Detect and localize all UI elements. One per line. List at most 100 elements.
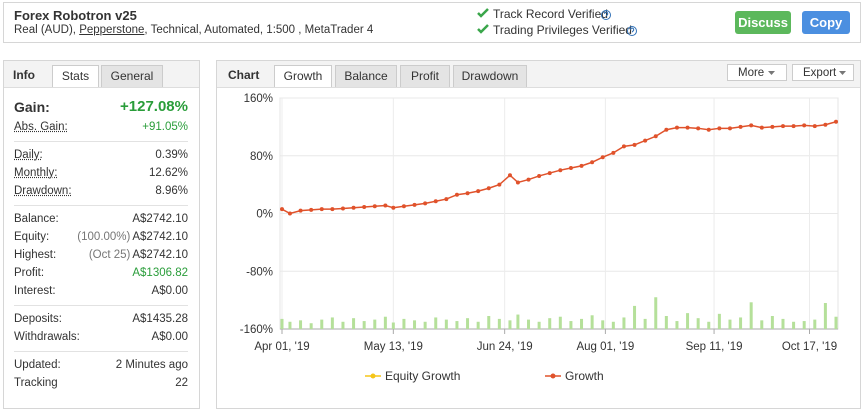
bar — [402, 318, 406, 329]
more-menu[interactable]: More — [727, 64, 787, 81]
bar — [320, 319, 324, 329]
point — [433, 199, 438, 204]
tab[interactable]: Drawdown — [453, 65, 527, 87]
point — [749, 123, 754, 128]
point — [507, 173, 512, 178]
bar — [444, 319, 448, 329]
subtitle-part: Real (AUD), — [14, 24, 80, 36]
stat-label: Abs. Gain: — [14, 121, 68, 133]
bar — [558, 316, 562, 329]
bar — [516, 314, 520, 329]
bar — [466, 318, 470, 329]
stat-row: Gain: +127.08% — [14, 96, 188, 118]
point — [558, 168, 563, 173]
help-icon[interactable] — [626, 25, 638, 37]
point — [401, 204, 406, 209]
bar — [696, 318, 700, 329]
bar — [476, 321, 480, 329]
bar — [341, 321, 345, 329]
point — [515, 180, 520, 185]
bar — [664, 316, 668, 329]
stat-row: Monthly: 12.62% — [14, 164, 188, 182]
bar — [802, 321, 806, 329]
bar — [569, 321, 573, 329]
y-tick-label: -160% — [240, 324, 273, 336]
y-tick-label: 0% — [256, 209, 273, 221]
point — [643, 138, 648, 143]
stat-value: A$2742.10 — [132, 249, 188, 261]
point — [590, 160, 595, 165]
y-tick-label: 160% — [244, 93, 273, 105]
point — [685, 125, 690, 130]
point — [340, 206, 345, 211]
stat-label: Drawdown: — [14, 185, 72, 197]
stat-note: (100.00%) — [77, 231, 131, 243]
point — [423, 201, 428, 206]
discuss-button[interactable]: Discuss — [735, 11, 791, 34]
help-icon[interactable] — [600, 9, 612, 21]
tab[interactable]: General — [101, 65, 163, 87]
stat-group: Balance: A$2742.10 Equity: (100.00%) A$2742.… — [14, 206, 188, 306]
stat-row: Deposits: A$1435.28 — [14, 310, 188, 328]
bar — [601, 320, 605, 329]
verified: Track Record Verified — [493, 7, 608, 21]
point — [738, 124, 743, 129]
tab[interactable]: Stats — [52, 65, 99, 87]
x-tick-label: Oct 17, '19 — [782, 341, 837, 353]
bar — [508, 320, 512, 329]
title: Forex Robotron v25 — [14, 8, 137, 23]
point — [812, 124, 817, 129]
x-tick-label: Apr 01, '19 — [254, 341, 309, 353]
stat-label: Daily: — [14, 149, 43, 161]
bar — [633, 305, 637, 329]
bar — [749, 302, 753, 329]
tab[interactable]: Profit — [400, 65, 450, 87]
x-tick-label: May 13, '19 — [364, 341, 423, 353]
stat-label: Tracking — [14, 377, 58, 389]
stat-note: (Oct 25) — [88, 249, 131, 261]
y-tick-label: -80% — [246, 266, 273, 278]
point — [780, 124, 785, 129]
x-tick-label: Aug 01, '19 — [576, 341, 634, 353]
point — [834, 119, 838, 124]
bar — [823, 303, 827, 329]
bar — [434, 317, 438, 329]
bar — [413, 320, 417, 329]
point — [372, 204, 377, 209]
bar — [717, 313, 721, 329]
stat-value: A$2742.10 — [132, 213, 188, 225]
broker-link[interactable]: Pepperstone — [79, 24, 145, 36]
stat-label: Balance: — [14, 213, 59, 225]
point — [632, 142, 637, 147]
point — [579, 163, 584, 168]
bar — [654, 297, 658, 329]
bar — [288, 321, 292, 329]
stat-group: Deposits: A$1435.28 Withdrawals: A$0.00 — [14, 306, 188, 352]
stat-value: 12.62% — [148, 167, 188, 179]
export-menu[interactable]: Export — [792, 64, 854, 81]
subtitle: Real (AUD), Pepperstone, Technical, Auto… — [14, 24, 373, 36]
stat-value: 8.96% — [155, 185, 188, 197]
point — [330, 207, 335, 212]
copy-button[interactable]: Copy — [802, 11, 850, 34]
tab[interactable]: Balance — [335, 65, 397, 87]
stat-value: A$1306.82 — [132, 267, 188, 279]
bar — [792, 321, 796, 329]
bar — [643, 318, 647, 329]
stat-row: Profit: A$1306.82 — [14, 264, 188, 282]
legend-swatch — [550, 373, 556, 379]
point — [412, 202, 417, 207]
bar — [781, 318, 785, 329]
bar — [383, 316, 387, 329]
bar — [362, 321, 366, 329]
point — [802, 123, 807, 128]
point — [823, 122, 828, 127]
tab[interactable]: Growth — [274, 65, 332, 87]
point — [653, 134, 658, 139]
point — [362, 205, 367, 210]
bar — [455, 321, 459, 329]
stat-value: 2 Minutes ago — [115, 359, 188, 371]
y-tick-label: 80% — [250, 151, 273, 163]
bar — [280, 318, 284, 329]
point — [537, 173, 542, 178]
